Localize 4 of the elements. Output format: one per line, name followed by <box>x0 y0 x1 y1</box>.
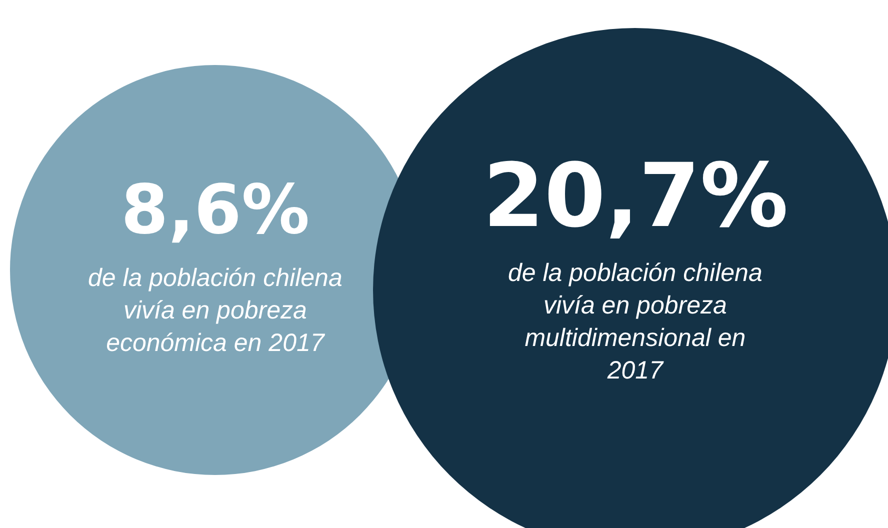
category-label: de la población chilena vivía en pobreza económica en 2017 <box>88 264 342 357</box>
data-label: 20,7% <box>483 144 788 247</box>
data-label: 8,6% <box>121 171 310 250</box>
category-label: de la población chilena vivía en pobreza multidimensional en 2017 <box>508 259 762 384</box>
